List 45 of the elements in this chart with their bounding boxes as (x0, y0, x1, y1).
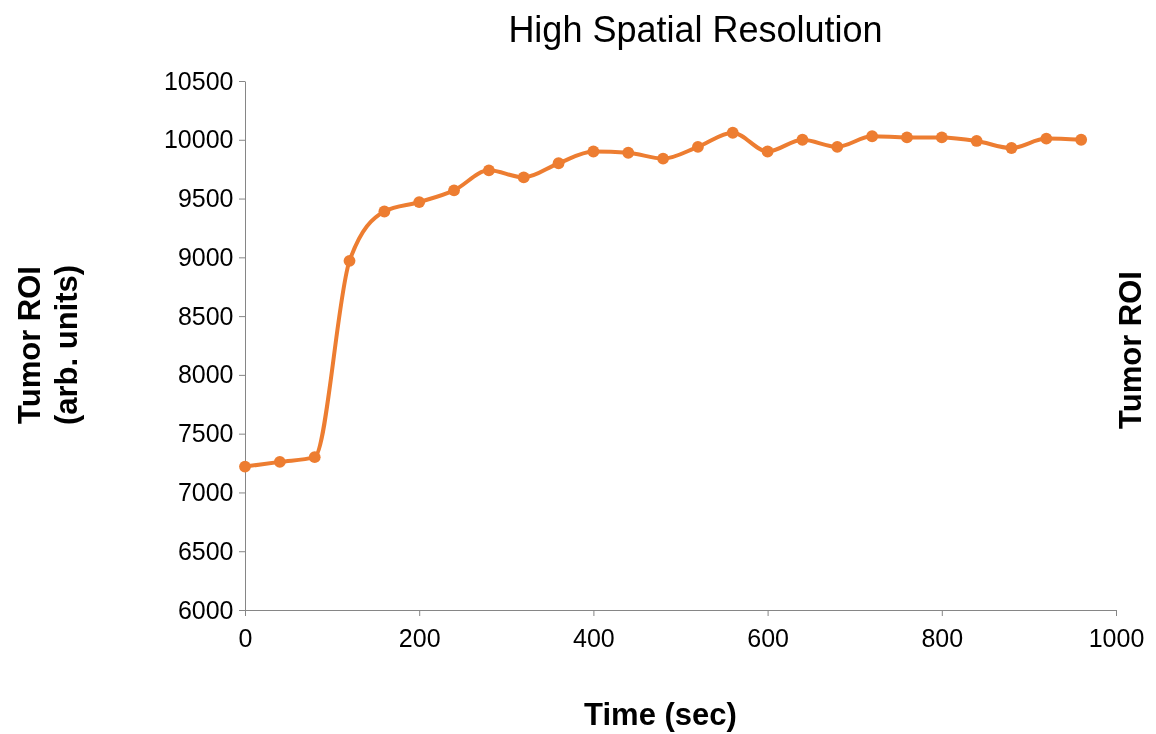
point (482, 164, 495, 177)
y-tick-label: 10000 (163, 125, 234, 154)
point (692, 140, 704, 153)
point (622, 146, 635, 159)
point (970, 135, 983, 147)
y2-axis-title: Tumor ROI (1113, 271, 1148, 429)
y-tick-label: 6000 (177, 595, 234, 624)
point (1040, 132, 1053, 145)
point (1005, 142, 1018, 154)
point (552, 157, 565, 170)
y-tick-label: 9000 (177, 242, 234, 271)
point (935, 131, 948, 144)
x-tick-label: 200 (398, 623, 441, 652)
point (866, 130, 879, 143)
point (726, 126, 739, 139)
point (239, 460, 251, 473)
point (901, 131, 913, 144)
point (657, 152, 669, 165)
point (1075, 133, 1088, 146)
y-tick-label: 8000 (177, 360, 234, 389)
point (448, 184, 460, 197)
point (761, 145, 774, 158)
point (517, 171, 530, 184)
point (308, 451, 321, 464)
point (796, 133, 809, 146)
x-tick-label: 0 (238, 623, 253, 652)
x-tick-label: 400 (573, 623, 615, 652)
y-tick-label: 7000 (177, 477, 234, 506)
point (378, 205, 391, 218)
point (413, 196, 426, 208)
y-tick-label: 6500 (177, 536, 234, 565)
x-tick-label: 600 (747, 623, 789, 652)
y-tick-label: 9500 (177, 184, 234, 213)
point (587, 145, 600, 158)
point (343, 254, 356, 267)
point (273, 455, 286, 468)
y-tick-label: 10500 (163, 66, 234, 95)
x-axis-title: Time (sec) (584, 697, 737, 732)
y-axis-title: Tumor ROI (arb. units) (12, 264, 85, 426)
chart-title: High Spatial Resolution (508, 9, 883, 50)
y-tick-label: 7500 (177, 419, 234, 448)
x-tick-label: 1000 (1088, 623, 1145, 652)
x-tick-label: 800 (921, 623, 964, 652)
point (831, 140, 844, 153)
y-tick-label: 8500 (177, 301, 234, 330)
